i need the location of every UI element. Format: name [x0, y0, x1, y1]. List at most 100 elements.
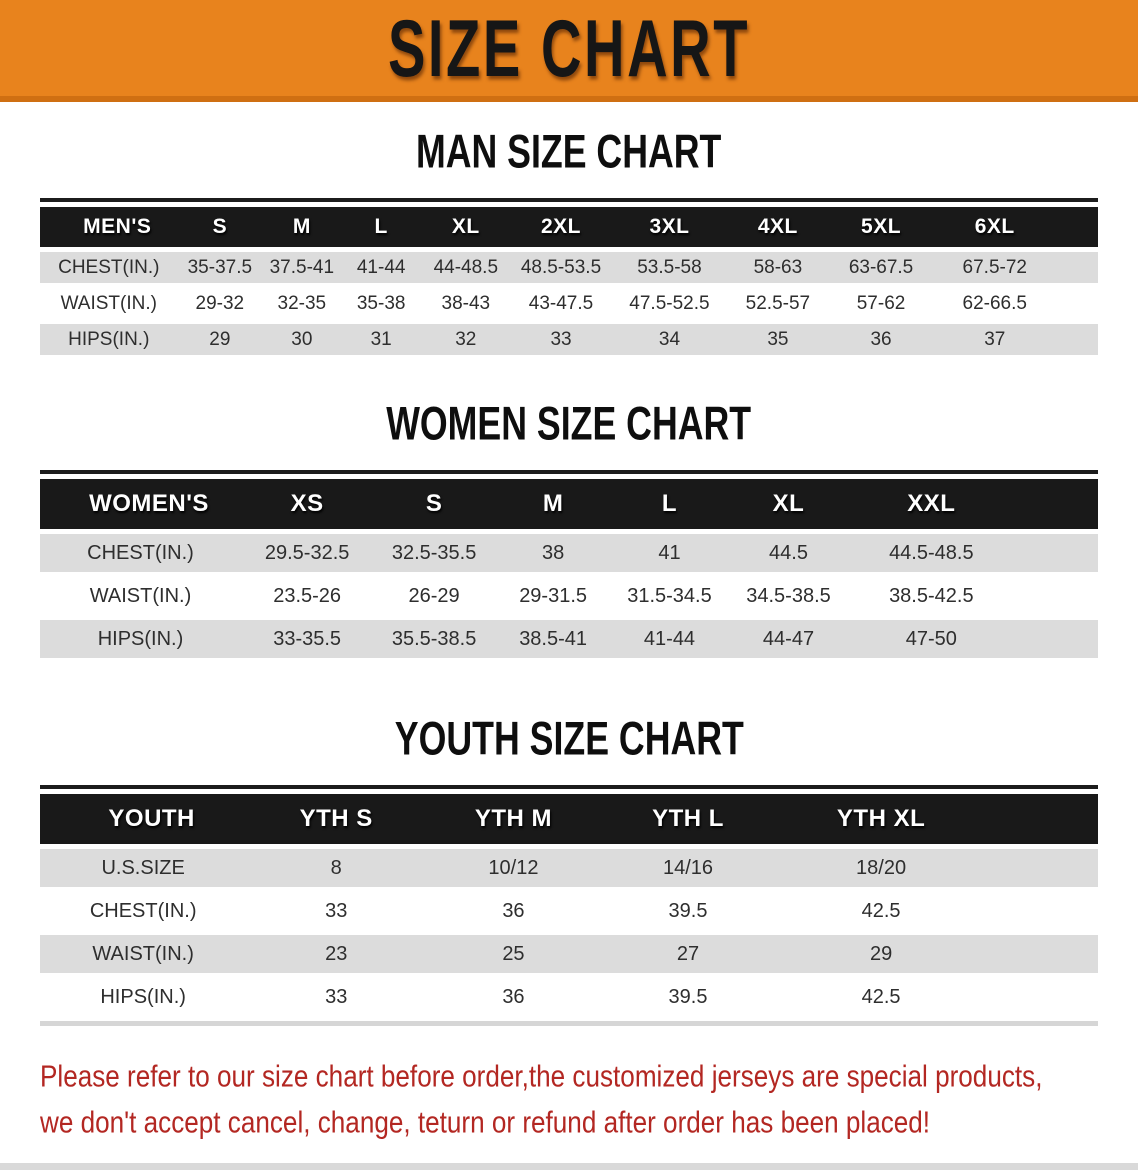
spacer-cell	[1013, 577, 1098, 615]
youth-ussize-value: 8	[246, 849, 427, 887]
youth-hips-value: 39.5	[600, 978, 776, 1016]
spacer-cell	[1055, 324, 1098, 355]
youth-size-chart-heading: YOUTH SIZE CHART	[0, 712, 1138, 765]
youth-waist-value: 25	[426, 935, 601, 973]
mens-chest-value: 67.5-72	[933, 252, 1056, 283]
disclaimer-line-2: we don't accept cancel, change, teturn o…	[40, 1106, 931, 1141]
womens-waist-value: 31.5-34.5	[611, 577, 728, 615]
womens-hips-value: 47-50	[849, 620, 1014, 658]
youth-size-column-header: YTH XL	[836, 805, 926, 832]
mens-hips-value: 29	[177, 324, 263, 355]
womens-size-column-header: S	[425, 490, 443, 517]
womens-chest-value: 29.5-32.5	[241, 534, 374, 572]
mens-size-column-header: M	[292, 215, 311, 238]
mens-size-column-header: 5XL	[861, 215, 902, 238]
youth-hips-row: HIPS(IN.) 33 36 39.5 42.5	[40, 978, 1098, 1016]
womens-chest-row-label: CHEST(IN.)	[40, 534, 242, 572]
spacer-cell	[1055, 252, 1098, 283]
womens-hips-row: HIPS(IN.) 33-35.5 35.5-38.5 38.5-41 41-44 44…	[40, 620, 1098, 658]
youth-table-title: YOUTH	[108, 805, 195, 832]
mens-size-column-header: 4XL	[757, 215, 798, 238]
youth-ussize-row-label: U.S.SIZE	[40, 849, 247, 887]
womens-waist-value: 34.5-38.5	[727, 577, 850, 615]
womens-chest-row: CHEST(IN.) 29.5-32.5 32.5-35.5 38 41 44.5 44.…	[40, 534, 1098, 572]
man-size-chart-heading-text: MAN SIZE CHART	[416, 125, 722, 178]
spacer-cell	[1056, 207, 1098, 247]
womens-chest-value: 32.5-35.5	[373, 534, 495, 572]
mens-waist-value: 57-62	[828, 288, 934, 319]
womens-chest-value: 44.5-48.5	[849, 534, 1014, 572]
youth-waist-value: 27	[600, 935, 776, 973]
womens-size-column-header: L	[661, 490, 678, 517]
womens-table: WOMEN'S XS S M L XL XXL CHEST(IN.) 29.5-32.5 3…	[40, 474, 1098, 663]
youth-waist-row: WAIST(IN.) 23 25 27 29	[40, 935, 1098, 973]
youth-ussize-value: 14/16	[600, 849, 776, 887]
spacer-cell	[1055, 288, 1098, 319]
mens-waist-row-label: WAIST(IN.)	[40, 288, 178, 319]
womens-size-column-header: XXL	[907, 490, 956, 517]
mens-chest-value: 35-37.5	[177, 252, 263, 283]
spacer-cell	[986, 849, 1098, 887]
youth-chest-value: 33	[246, 892, 427, 930]
spacer-cell	[987, 794, 1098, 844]
womens-hips-row-label: HIPS(IN.)	[40, 620, 242, 658]
mens-chest-value: 48.5-53.5	[510, 252, 612, 283]
womens-hips-value: 41-44	[611, 620, 728, 658]
disclaimer-line-1: Please refer to our size chart before or…	[40, 1060, 1043, 1094]
disclaimer: Please refer to our size chart before or…	[40, 1054, 1138, 1147]
womens-chest-value: 38	[494, 534, 612, 572]
youth-hips-value: 42.5	[775, 978, 987, 1016]
mens-hips-row-label: HIPS(IN.)	[40, 324, 178, 355]
mens-chest-value: 58-63	[727, 252, 829, 283]
mens-waist-row: WAIST(IN.) 29-32 32-35 35-38 38-43 43-47.5 47…	[40, 288, 1098, 319]
mens-size-column-header: S	[212, 215, 228, 238]
womens-waist-value: 23.5-26	[241, 577, 374, 615]
youth-table: YOUTH YTH S YTH M YTH L YTH XL U.S.SIZE 8 10…	[40, 789, 1098, 1021]
mens-waist-value: 43-47.5	[510, 288, 612, 319]
youth-size-column-header: YTH S	[299, 805, 373, 832]
womens-waist-row-label: WAIST(IN.)	[40, 577, 242, 615]
mens-hips-value: 32	[420, 324, 511, 355]
spacer-cell	[1013, 620, 1098, 658]
mens-size-column-header: 3XL	[649, 215, 690, 238]
womens-hips-value: 35.5-38.5	[373, 620, 495, 658]
youth-ussize-value: 18/20	[775, 849, 987, 887]
mens-hips-value: 33	[510, 324, 612, 355]
mens-hips-value: 31	[341, 324, 421, 355]
youth-hips-row-label: HIPS(IN.)	[40, 978, 247, 1016]
spacer-cell	[986, 978, 1098, 1016]
youth-size-column-header: YTH L	[652, 805, 724, 832]
mens-waist-value: 47.5-52.5	[611, 288, 728, 319]
youth-waist-value: 29	[775, 935, 987, 973]
womens-size-table: WOMEN'S XS S M L XL XXL CHEST(IN.) 29.5-32.5 3…	[40, 470, 1098, 663]
womens-size-column-header: M	[542, 490, 564, 517]
youth-chest-row-label: CHEST(IN.)	[40, 892, 247, 930]
mens-chest-row-label: CHEST(IN.)	[40, 252, 178, 283]
mens-size-column-header: L	[374, 215, 388, 238]
mens-size-column-header: 6XL	[974, 215, 1015, 238]
youth-ussize-value: 10/12	[426, 849, 601, 887]
banner-title: SIZE CHART	[387, 2, 751, 94]
spacer-cell	[1013, 479, 1098, 529]
mens-hips-value: 37	[933, 324, 1056, 355]
mens-table: MEN'S S M L XL 2XL 3XL 4XL 5XL 6XL CHEST(IN.) 35…	[40, 202, 1098, 360]
man-size-chart-heading: MAN SIZE CHART	[0, 125, 1138, 178]
spacer-cell	[986, 892, 1098, 930]
spacer-cell	[1013, 534, 1098, 572]
size-chart-banner: SIZE CHART	[0, 0, 1138, 102]
mens-hips-value: 36	[828, 324, 934, 355]
mens-chest-row: CHEST(IN.) 35-37.5 37.5-41 41-44 44-48.5 48.…	[40, 252, 1098, 283]
youth-hips-value: 36	[426, 978, 601, 1016]
youth-waist-value: 23	[246, 935, 427, 973]
mens-chest-value: 53.5-58	[611, 252, 728, 283]
bottom-divider	[0, 1162, 1138, 1170]
youth-chest-value: 42.5	[775, 892, 987, 930]
youth-ussize-row: U.S.SIZE 8 10/12 14/16 18/20	[40, 849, 1098, 887]
mens-waist-value: 32-35	[262, 288, 342, 319]
mens-chest-value: 63-67.5	[828, 252, 934, 283]
mens-size-column-header: 2XL	[541, 215, 582, 238]
womens-waist-row: WAIST(IN.) 23.5-26 26-29 29-31.5 31.5-34.5 3…	[40, 577, 1098, 615]
mens-waist-value: 38-43	[420, 288, 511, 319]
youth-table-header-row: YOUTH YTH S YTH M YTH L YTH XL	[40, 794, 1098, 844]
mens-table-title: MEN'S	[83, 215, 152, 238]
